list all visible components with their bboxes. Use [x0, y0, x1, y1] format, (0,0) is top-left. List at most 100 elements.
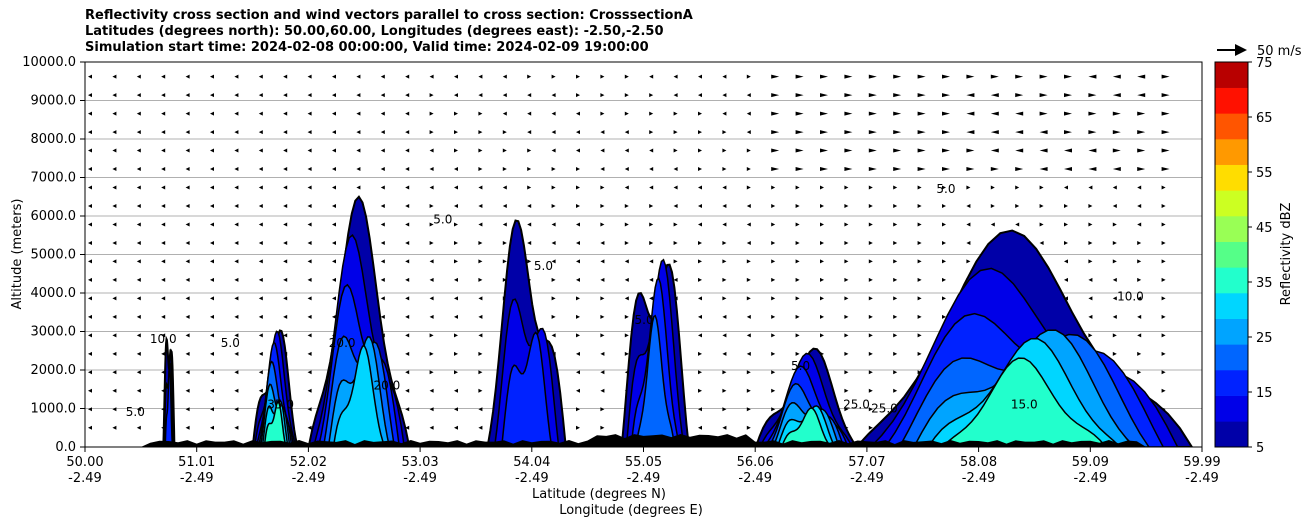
- wind-vector: [551, 130, 556, 135]
- wind-vector: [88, 240, 92, 245]
- wind-vector: [722, 203, 727, 208]
- wind-vector: [1137, 148, 1146, 153]
- wind-vector: [88, 351, 92, 356]
- wind-vector: [161, 93, 166, 98]
- contour-label: 5.0: [534, 259, 553, 273]
- wind-vector: [771, 240, 776, 245]
- colorbar-frame: [1214, 61, 1249, 448]
- contour-label: 25.0: [871, 401, 898, 415]
- wind-vector: [88, 388, 92, 393]
- wind-vector: [1161, 296, 1166, 301]
- wind-vector: [1161, 240, 1166, 245]
- wind-vector: [258, 203, 263, 208]
- wind-vector: [478, 148, 483, 153]
- wind-vector: [990, 74, 999, 79]
- wind-vector: [405, 351, 410, 356]
- wind-vector: [868, 148, 877, 153]
- wind-vector: [234, 314, 239, 319]
- wind-vector: [88, 277, 92, 282]
- wind-vector: [332, 74, 336, 79]
- wind-vector: [722, 296, 727, 301]
- wind-vector: [1064, 185, 1068, 190]
- wind-vector: [795, 277, 800, 282]
- wind-vector: [88, 74, 92, 79]
- wind-vector: [161, 333, 166, 338]
- contour-label: 15.0: [1011, 398, 1038, 412]
- wind-vector: [1137, 240, 1142, 245]
- wind-vector: [746, 370, 751, 375]
- wind-vector: [478, 370, 483, 375]
- wind-vector: [624, 203, 629, 208]
- wind-vector: [380, 167, 385, 172]
- wind-vector: [161, 203, 166, 208]
- colorbar-segment: [1215, 395, 1248, 422]
- wind-vector: [1137, 333, 1142, 338]
- wind-vector: [454, 351, 458, 356]
- wind-vector: [576, 240, 580, 245]
- contour-level: [332, 345, 386, 447]
- wind-vector: [185, 130, 190, 135]
- wind-vector: [185, 240, 190, 245]
- wind-vector: [771, 167, 780, 172]
- wind-vector: [795, 314, 800, 319]
- wind-vector: [210, 388, 214, 393]
- wind-vector: [746, 130, 751, 135]
- wind-vector: [454, 74, 458, 79]
- wind-vector: [551, 148, 556, 153]
- wind-vector: [942, 222, 946, 227]
- wind-vector: [893, 388, 898, 393]
- wind-vector: [722, 240, 727, 245]
- wind-vector: [649, 130, 654, 135]
- wind-vector: [698, 333, 702, 338]
- contour-label: 5.0: [126, 405, 145, 419]
- wind-vector: [380, 111, 385, 116]
- wind-vector: [795, 185, 800, 190]
- wind-vector: [527, 185, 532, 190]
- x-tick-label: -2.49: [292, 471, 326, 486]
- wind-vector: [429, 130, 434, 135]
- wind-vector: [1015, 167, 1024, 172]
- terrain: [85, 434, 1202, 447]
- wind-vector: [502, 148, 507, 153]
- wind-vector: [356, 74, 361, 79]
- wind-vector: [1088, 222, 1093, 227]
- wind-vector: [454, 185, 458, 190]
- wind-vector: [820, 277, 824, 282]
- wind-vector: [893, 148, 902, 153]
- wind-vector: [771, 296, 776, 301]
- wind-vector: [917, 167, 926, 172]
- wind-vector: [112, 240, 117, 245]
- colorbar-tick-label: 35: [1256, 276, 1273, 291]
- wind-vector: [234, 167, 239, 172]
- wind-vector: [1161, 111, 1170, 116]
- wind-vector: [1064, 203, 1068, 208]
- wind-vector: [820, 296, 824, 301]
- wind-vector: [1064, 74, 1072, 79]
- wind-vector: [942, 314, 946, 319]
- wind-vector: [332, 259, 336, 264]
- wind-vector: [722, 425, 727, 430]
- wind-vector: [1137, 185, 1142, 190]
- wind-vector: [868, 333, 873, 338]
- wind-vector: [893, 240, 898, 245]
- wind-vector: [1015, 203, 1020, 208]
- wind-vector: [942, 259, 946, 264]
- wind-vector: [771, 333, 776, 338]
- y-axis-label: Altitude (meters): [10, 199, 25, 310]
- wind-vector: [624, 314, 629, 319]
- colorbar-tick-label: 45: [1256, 221, 1273, 236]
- wind-vector: [600, 185, 605, 190]
- wind-vector: [771, 203, 776, 208]
- wind-vector: [868, 351, 873, 356]
- wind-vector: [722, 259, 727, 264]
- wind-vector: [1161, 130, 1170, 135]
- wind-vector: [942, 148, 950, 153]
- x-tick-label: 51.01: [178, 455, 215, 470]
- wind-vector: [307, 130, 312, 135]
- wind-vector: [307, 74, 312, 79]
- wind-vector: [112, 74, 117, 79]
- wind-vector: [1039, 148, 1048, 153]
- wind-vector: [210, 185, 214, 190]
- wind-vector: [624, 167, 629, 172]
- wind-vector: [795, 93, 804, 98]
